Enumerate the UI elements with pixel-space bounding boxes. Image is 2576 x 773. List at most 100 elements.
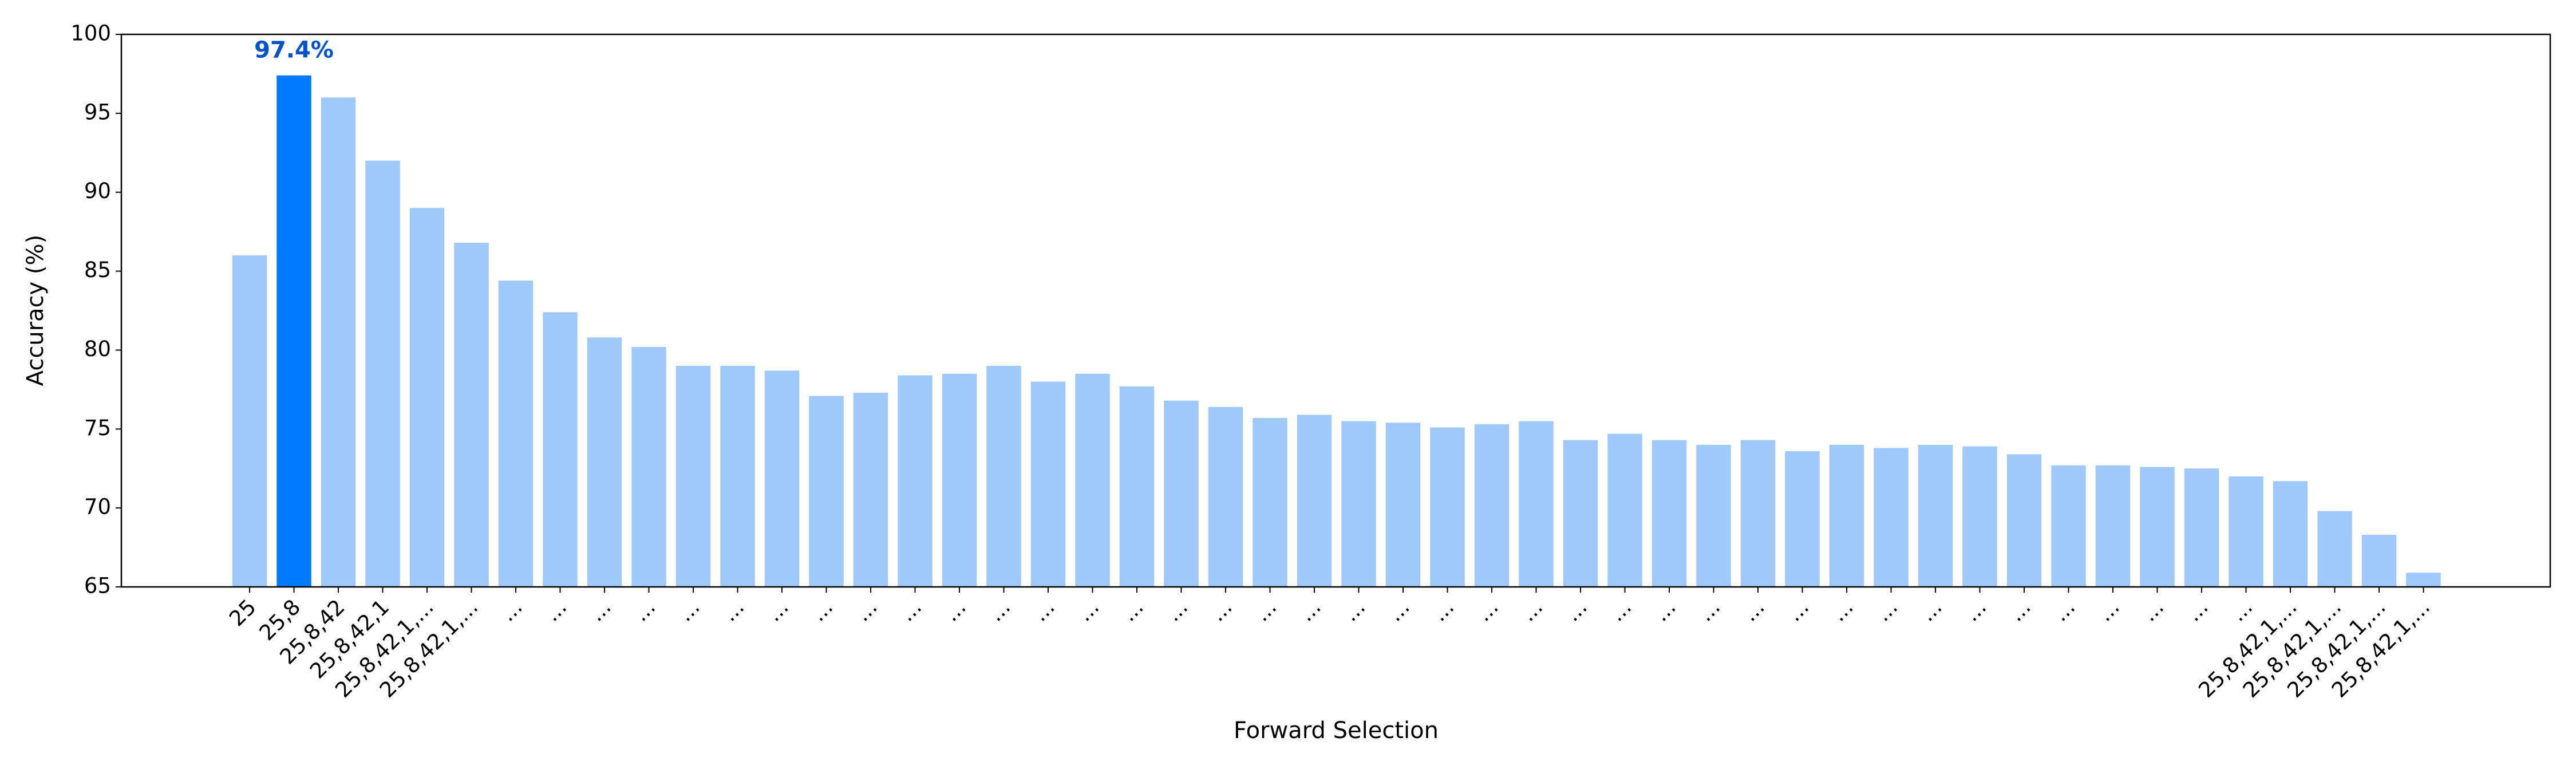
x-tick-label: ... [673,594,704,626]
plot-frame [120,33,2551,588]
bar [1164,400,1199,587]
bar [2184,468,2219,587]
x-tick-label: ... [1826,594,1858,626]
x-tick-label: ... [1427,594,1459,626]
bar [986,366,1021,587]
x-tick-label: ... [1338,594,1370,626]
x-tick-label: ... [1250,594,1281,626]
x-tick-label: ... [850,594,882,626]
bar [809,396,844,587]
bar [365,160,400,587]
bar [1740,440,1776,587]
x-tick-label: ... [2004,594,2035,626]
bar [675,366,711,587]
y-tick-label: 90 [84,179,111,203]
bar [321,97,356,587]
bar [1119,386,1155,587]
x-tick-label: 25 [224,594,261,631]
bar [2273,481,2308,587]
bar [409,208,445,587]
x-tick-label: ... [806,594,837,626]
x-tick-label: ... [1693,594,1725,626]
y-tick-label: 70 [84,495,111,519]
x-tick-label: ... [1116,594,1148,626]
bar [853,392,888,587]
bar [942,373,977,587]
bar [1208,407,1243,587]
x-tick-label: ... [1959,594,1991,626]
bar [2361,535,2397,587]
x-tick-label: ... [1737,594,1769,626]
x-tick-label: ... [717,594,749,626]
bar [1253,417,1287,587]
bar [1607,433,1642,587]
bar [1075,373,1110,587]
value-label: 97.4% [254,37,334,64]
bar [1918,444,1953,587]
x-tick-label: ... [540,594,571,626]
bar [498,281,534,587]
x-axis-label: Forward Selection [1234,717,1439,744]
bar [276,75,311,587]
bar [587,337,622,587]
bar [1652,440,1687,587]
bar [2095,465,2131,587]
x-tick-label: ... [1294,594,1325,626]
x-tick-label: ... [1915,594,1946,626]
x-tick-label: ... [2181,594,2212,626]
bar [898,375,933,587]
bar [1829,444,1864,587]
bar [1696,444,1731,587]
y-tick-label: 100 [70,21,111,46]
bar [1030,381,1066,587]
x-tick-label: ... [1028,594,1059,626]
bar [1519,421,1554,587]
bar [1430,427,1465,587]
y-tick-label: 75 [84,416,111,440]
y-tick-label: 85 [84,258,111,282]
x-tick-label: ... [584,594,615,626]
bar [2317,511,2352,587]
bar [1785,451,1820,587]
x-tick-label: ... [629,594,660,626]
x-tick-label: ... [895,594,926,626]
x-tick-label: ... [2226,594,2257,626]
bar [2406,573,2441,587]
bar [631,346,666,587]
bar [2229,476,2263,587]
x-tick-label: ... [2048,594,2080,626]
bar [764,370,800,587]
x-tick-label: ... [1072,594,1104,626]
bar [720,366,755,587]
bar [1297,415,1332,587]
y-tick-label: 65 [84,574,111,598]
bar [1874,448,1909,587]
x-tick-label: ... [983,594,1015,626]
y-axis-label: Accuracy (%) [22,235,49,386]
bar [1341,421,1376,587]
x-tick-label: ... [1649,594,1680,626]
x-tick-label: ... [1205,594,1236,626]
x-tick-label: ... [495,594,527,626]
bar [1385,423,1421,587]
bar [1962,446,1997,587]
bar [454,242,489,587]
y-tick-label: 95 [84,100,111,124]
bar [2051,465,2086,587]
x-tick-label: ... [1471,594,1503,626]
bar [1563,440,1598,587]
bar [232,255,267,587]
bar [543,312,578,587]
bar [1474,424,1510,587]
x-tick-label: ... [1605,594,1636,626]
x-tick-label: ... [1871,594,1902,626]
x-tick-label: ... [1161,594,1192,626]
bar [2140,467,2175,587]
x-tick-label: ... [2092,594,2124,626]
x-tick-label: ... [1382,594,1414,626]
x-tick-label: ... [1516,594,1547,626]
x-tick-label: ... [761,594,793,626]
x-tick-label: ... [1782,594,1814,626]
x-tick-label: ... [939,594,970,626]
